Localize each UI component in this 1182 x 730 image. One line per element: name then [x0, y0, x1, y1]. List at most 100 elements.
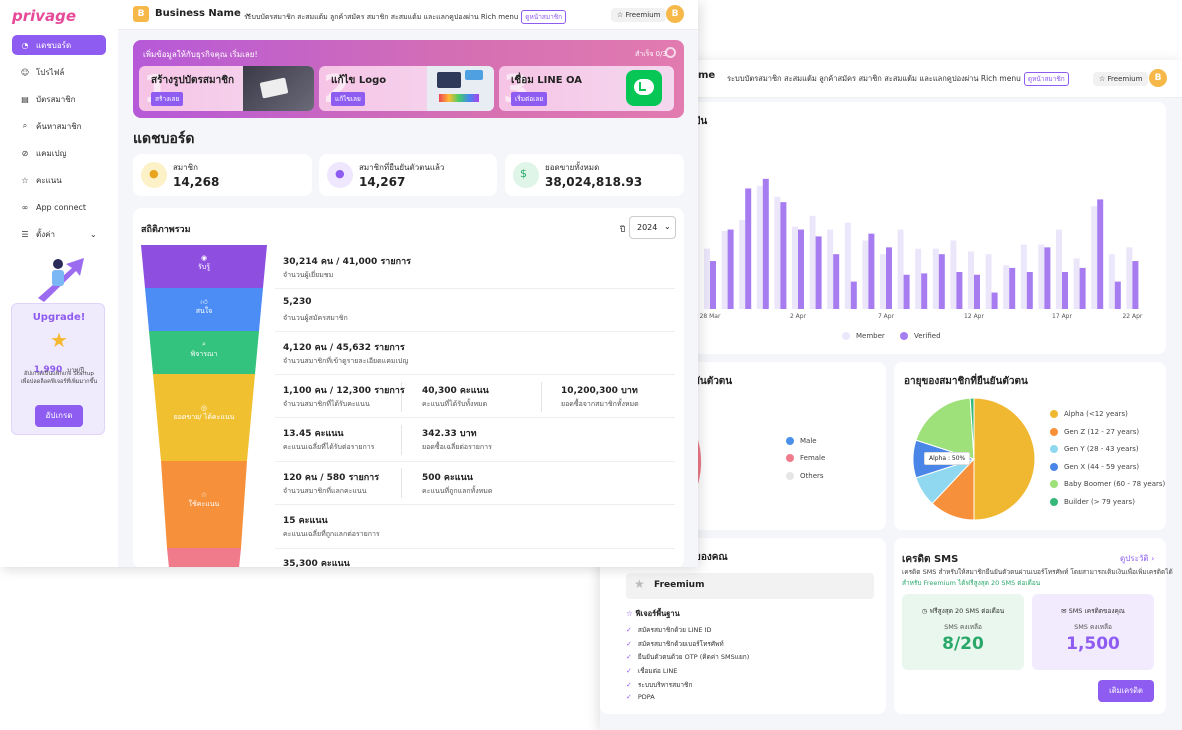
- gender-legend-female: Female: [786, 454, 825, 462]
- age-slice: [915, 397, 975, 460]
- x-tick-label: 17 Apr: [1052, 313, 1072, 320]
- business-description: ระบบบัตรสมาชิก สะสมแต้ม ลูกค้าสมัคร สมาช…: [244, 10, 567, 24]
- sidebar-item-profile[interactable]: ☺ โปรไฟล์: [20, 67, 65, 77]
- step-edit-logo[interactable]: 2 แก้ไข Logo แก้ไขเลย: [319, 66, 494, 111]
- back-preview-link[interactable]: ดูหน้าสมาชิก: [1023, 72, 1069, 86]
- bar-verified: [745, 188, 752, 309]
- logo-design-image: [427, 66, 494, 111]
- stat-verified-members: ● สมาชิกที่ยืนยันตัวตนแล้ว 14,267: [319, 154, 497, 196]
- business-name-dropdown[interactable]: Business Name ⌄: [155, 8, 253, 19]
- upgrade-description: อัปเกรดเป็นแพ็กเกจ Startup เพื่อปลดล็อคฟ…: [20, 371, 98, 385]
- bar-verified: [1009, 267, 1016, 309]
- bar-member: [897, 229, 904, 309]
- bar-verified: [833, 254, 840, 309]
- funnel-label-interest: 👍︎ สนใจ: [147, 297, 261, 317]
- feature-item: ✓ สมัครสมาชิกด้วยเบอร์โทรศัพท์: [626, 640, 724, 648]
- verified-member-icon: ●: [327, 162, 353, 188]
- settings-icon: ☰: [21, 229, 29, 239]
- search-user-icon: ⌕: [22, 121, 28, 130]
- sidebar-item-dashboard[interactable]: ◔ แดชบอร์ด: [12, 35, 106, 55]
- age-slice: [973, 397, 1036, 521]
- sms-credit-box-sub: SMS คงเหลือ: [1074, 623, 1112, 631]
- metric-member-sales: 10,200,300 บาท: [561, 386, 638, 396]
- metric-points-earned-label: คะแนนที่ได้รับทั้งหมด: [422, 400, 488, 408]
- connect-now-button[interactable]: เริ่มต่อเลย: [511, 92, 548, 106]
- member-stat-icon: ●: [141, 162, 167, 188]
- bar-member: [792, 226, 798, 309]
- bar-verified: [1097, 199, 1104, 309]
- app-logo: privage: [12, 7, 77, 25]
- funnel-label-redeem: ☆ ใช้คะแนน: [163, 491, 245, 510]
- bar-member: [1038, 244, 1045, 309]
- sidebar-item-app-connect[interactable]: ∞ App connect: [21, 202, 87, 212]
- back-avatar[interactable]: B: [1149, 69, 1167, 87]
- bar-verified: [1062, 272, 1068, 309]
- metric-member-sales-label: ยอดซื้อจากสมาชิกทั้งหมด: [561, 400, 639, 408]
- features-title: ☆ ฟีเจอร์พื้นฐาน: [626, 609, 680, 618]
- metric-points-redeemed-label: คะแนนที่ถูกแลกทั้งหมด: [422, 487, 493, 495]
- card-icon: ▤: [21, 94, 29, 104]
- edit-now-button[interactable]: แก้ไขเลย: [331, 92, 365, 106]
- user-icon: ☺: [20, 67, 30, 77]
- metric-avg-points: 13.45 คะแนน: [283, 429, 344, 439]
- sidebar-item-campaign[interactable]: ⊘ แคมเปญ: [21, 148, 67, 158]
- main-dashboard-window: privage ◔ แดชบอร์ด ☺ โปรไฟล์ ▤ บัตรสมาชิก ⌕…: [0, 0, 698, 567]
- upgrade-button[interactable]: อัปเกรด: [35, 405, 83, 427]
- year-select-value: 2024: [637, 223, 658, 232]
- step-create-card[interactable]: 1 สร้างรูปบัตรสมาชิก สร้างเลย: [139, 66, 314, 111]
- business-avatar: B: [133, 6, 149, 22]
- bar-verified: [868, 233, 875, 309]
- bar-member: [915, 248, 922, 309]
- bar-verified: [956, 272, 963, 309]
- feature-item: ✓ PDPA: [626, 693, 655, 701]
- plan-badge: ☆ Freemium: [611, 8, 667, 22]
- metric-avg-points-label: คะแนนเฉลี่ยที่ได้รับต่อรายการ: [283, 443, 375, 451]
- funnel-label-consider: ⌕ พิจารณา: [151, 340, 257, 360]
- sidebar-item-member-card[interactable]: ▤ บัตรสมาชิก: [21, 94, 76, 104]
- metric-visitors-label: จำนวนผู้เยี่ยมชม: [283, 271, 334, 279]
- star-icon: ☆: [200, 491, 208, 499]
- create-now-button[interactable]: สร้างเลย: [151, 92, 184, 106]
- funnel-stage-redeem: [161, 461, 247, 548]
- sms-credit-remaining: 1,500: [1066, 634, 1120, 654]
- sidebar-item-settings[interactable]: ☰ ตั้งค่า ⌄: [21, 229, 97, 239]
- bar-verified: [1114, 281, 1121, 309]
- x-tick-label: 22 Apr: [1122, 313, 1142, 320]
- metric-points-redeemed: 500 คะแนน: [422, 473, 473, 483]
- sms-credit-card: เครดิต SMS ดูประวัติ › เครดิต SMS สำหรับ…: [894, 538, 1173, 714]
- funnel-stage-interest: [145, 288, 263, 331]
- bar-verified: [1026, 272, 1033, 309]
- user-avatar[interactable]: B: [666, 5, 684, 23]
- search-icon: ⌕: [202, 340, 206, 348]
- bar-member: [809, 215, 816, 309]
- feature-item: ✓ ระบบบริหารสมาชิก: [626, 681, 693, 689]
- bar-chart: 28 Mar 2 Apr 7 Apr 12 Apr 17 Apr 22 Apr: [700, 178, 1143, 320]
- page-title: แดชบอร์ด: [133, 131, 195, 147]
- bar-member: [1091, 206, 1098, 309]
- age-chart-title: อายุของสมาชิกที่ยืนยันตัวตน: [904, 376, 1028, 387]
- year-select[interactable]: 2024 ⌄: [629, 216, 676, 239]
- sidebar-item-search-member[interactable]: ⌕ ค้นหาสมาชิก: [12, 116, 106, 136]
- banner-progress: สำเร็จ 0/3: [635, 50, 667, 58]
- sidebar-item-points[interactable]: ☆ คะแนน: [21, 175, 62, 185]
- metric-avg-spend-label: ยอดซื้อเฉลี่ยต่อรายการ: [422, 443, 492, 451]
- stat-label: สมาชิก: [173, 163, 198, 172]
- topup-credit-button[interactable]: เติมเครดิต: [1098, 680, 1154, 702]
- metric-visitors: 30,214 คน / 41,000 รายการ: [283, 257, 411, 267]
- step-title: แก้ไข Logo: [331, 75, 387, 86]
- sms-free-box-title: ◷ ฟรีสูงสุด 20 SMS ต่อเดือน: [921, 607, 1005, 615]
- coin-icon: ◎: [200, 404, 208, 412]
- sms-title: เครดิต SMS: [902, 554, 959, 565]
- gender-chart-title-fragment: ยันตัวตน: [694, 376, 733, 387]
- step-connect-line[interactable]: 3 เชื่อม LINE OA เริ่มต่อเลย: [499, 66, 674, 111]
- bar-member: [950, 240, 957, 309]
- bar-member: [932, 248, 939, 309]
- metric-redeemers: 120 คน / 580 รายการ: [283, 473, 380, 483]
- bar-member: [1126, 247, 1133, 309]
- sms-history-link[interactable]: ดูประวัติ ›: [1120, 554, 1155, 563]
- bar-verified: [850, 281, 857, 309]
- line-logo-icon: [626, 70, 662, 106]
- dashboard-icon: ◔: [21, 40, 29, 50]
- bar-verified: [798, 229, 804, 309]
- preview-member-link[interactable]: ดูหน้าสมาชิก: [521, 10, 567, 24]
